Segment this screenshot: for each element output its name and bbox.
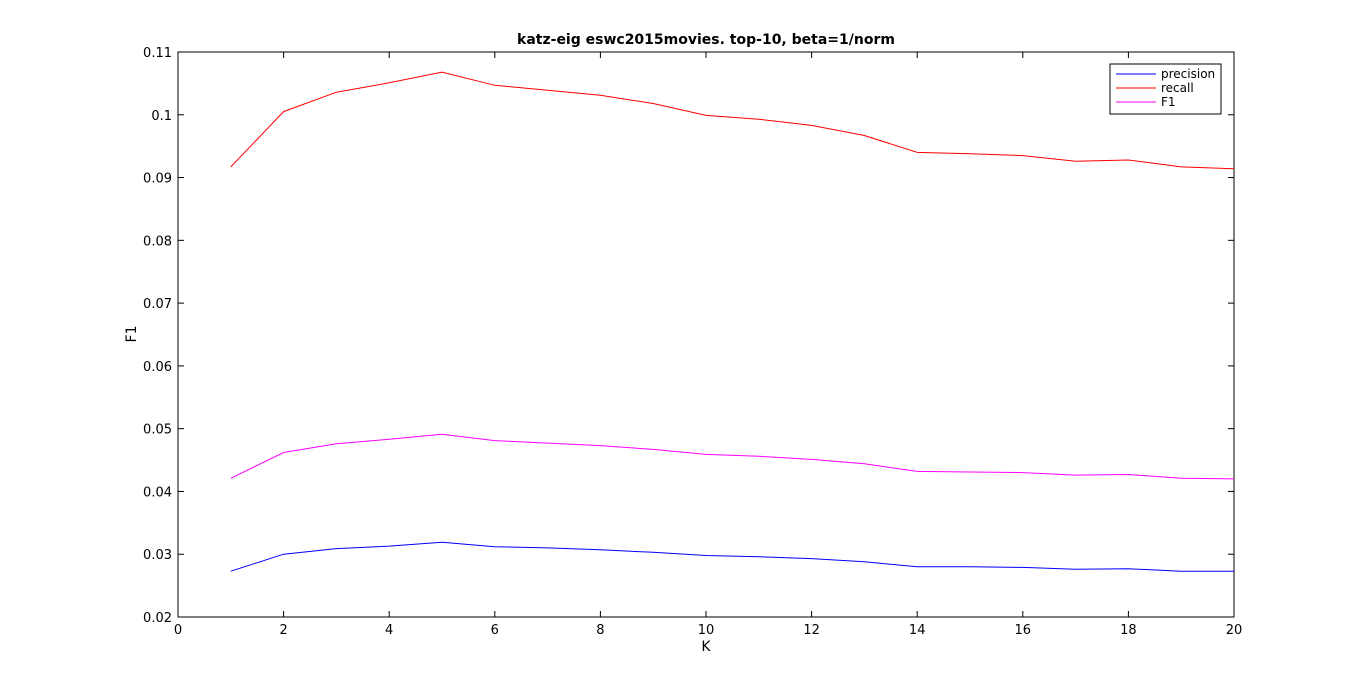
x-tick-label: 4 [385,623,393,638]
chart-title: katz-eig eswc2015movies. top-10, beta=1/… [517,32,895,48]
y-axis-label: F1 [124,326,140,343]
x-tick-label: 0 [174,623,182,638]
y-tick-label: 0.03 [143,548,172,563]
legend-label-f1: F1 [1161,95,1176,109]
x-tick-label: 2 [279,623,287,638]
y-tick-label: 0.06 [143,360,172,375]
x-tick-label: 10 [698,623,715,638]
y-tick-label: 0.07 [143,297,172,312]
series-line-recall [230,71,1235,170]
tick-layer: 0 2 4 6 8 10 12 14 16 18 20 0.02 0.03 0.04 0.05 0.06 0.0… [143,46,1242,638]
axes-box [177,51,1235,618]
y-tick-label: 0.1 [151,109,172,124]
legend-label-recall: recall [1161,81,1194,95]
plot-area: 0 2 4 6 8 10 12 14 16 18 20 0.02 0.03 0.04 0.05 0.06 0.0… [143,46,1242,638]
x-tick-label: 6 [491,623,499,638]
x-axis-label: K [701,639,711,655]
series-line-f1 [230,433,1235,480]
y-tick-label: 0.11 [143,46,172,61]
y-tick-label: 0.09 [143,172,172,187]
x-tick-label: 18 [1120,623,1137,638]
y-tick-label: 0.04 [143,485,172,500]
legend-box [1109,63,1222,115]
series-layer [230,71,1235,572]
y-tick-label: 0.05 [143,423,172,438]
legend-label-precision: precision [1161,67,1215,81]
x-tick-label: 16 [1015,623,1032,638]
x-tick-label: 20 [1226,623,1243,638]
x-tick-label: 12 [803,623,820,638]
y-tick-label: 0.02 [143,611,172,626]
x-tick-label: 8 [596,623,604,638]
y-tick-label: 0.08 [143,234,172,249]
x-tick-label: 14 [909,623,926,638]
series-line-precision [230,541,1234,572]
